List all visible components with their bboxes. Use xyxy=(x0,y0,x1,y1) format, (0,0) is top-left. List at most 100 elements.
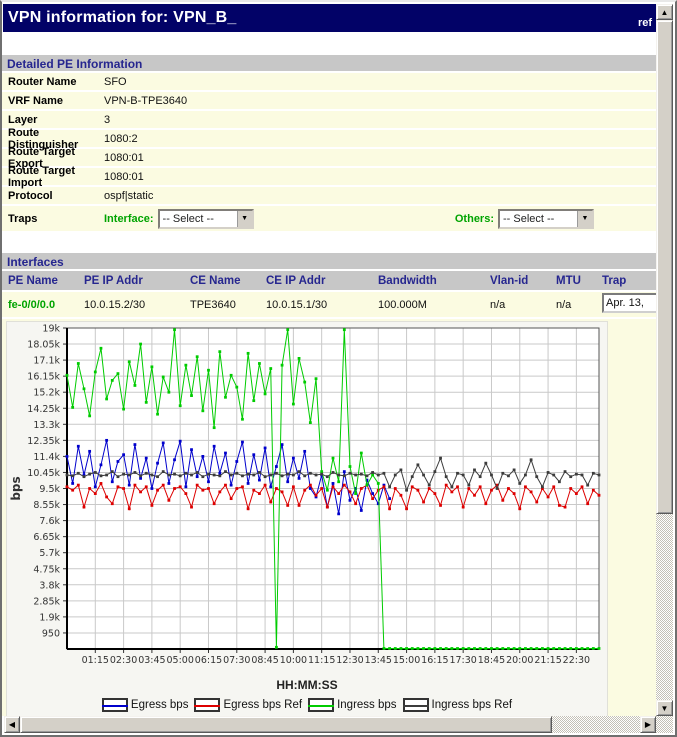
interfaces-section-header: Interfaces xyxy=(2,253,656,271)
svg-text:21:15: 21:15 xyxy=(534,655,561,666)
legend-swatch-icon xyxy=(101,698,128,712)
pe-info-row: Route Target Export 1080:01 xyxy=(2,146,656,170)
chart-plot: 950 1.9k 2.85k 3.8k 4.75k 5.7k 6.65k 7.6k 8.55k 9… xyxy=(9,324,601,666)
svg-text:1.9k: 1.9k xyxy=(39,612,60,623)
interfaces-column-header: MTU xyxy=(556,274,581,287)
svg-text:08:45: 08:45 xyxy=(251,655,278,666)
pe-info-value: SFO xyxy=(104,75,127,88)
scroll-right-button[interactable]: ▶ xyxy=(640,716,656,733)
svg-text:18:45: 18:45 xyxy=(478,655,505,666)
traps-others-select[interactable]: -- Select -- ▼ xyxy=(498,208,594,229)
scroll-down-button[interactable]: ▼ xyxy=(656,700,673,716)
interfaces-column-header: Bandwidth xyxy=(378,274,437,287)
interfaces-column-header: CE Name xyxy=(190,274,241,287)
detailed-pe-table: Router Name SFO VRF Name VPN-B-TPE3640 Layer… xyxy=(2,73,656,206)
interface-cell-vlan: n/a xyxy=(490,298,506,311)
interface-cell-pe-name: fe-0/0/0.0 xyxy=(8,298,56,311)
detailed-pe-section-header: Detailed PE Information xyxy=(2,55,656,73)
svg-text:16:15: 16:15 xyxy=(421,655,448,666)
pe-info-label: Protocol xyxy=(8,189,53,202)
pe-info-label: Layer xyxy=(8,113,38,126)
legend-label: Egress bps xyxy=(130,699,189,711)
page-content: VPN information for: VPN_B_ ref Detailed… xyxy=(2,2,656,716)
legend-line-icon xyxy=(402,705,429,707)
traps-interface-label: Interface: xyxy=(104,212,154,225)
legend-item: Egress bps xyxy=(101,698,189,712)
svg-text:11:15: 11:15 xyxy=(308,655,335,666)
svg-text:05:00: 05:00 xyxy=(166,655,193,666)
traps-row: Traps Interface: -- Select -- ▼ Others: … xyxy=(2,206,656,233)
arrow-right-icon: ▶ xyxy=(644,720,652,729)
pe-info-value: ospf|static xyxy=(104,189,154,202)
legend-swatch-icon xyxy=(402,698,429,712)
scrollbar-corner xyxy=(656,716,673,733)
legend-swatch-icon xyxy=(194,698,221,712)
page-title-bar: VPN information for: VPN_B_ ref xyxy=(3,4,656,32)
horizontal-scrollbar-thumb[interactable] xyxy=(20,716,552,733)
dropdown-arrow-icon: ▼ xyxy=(577,210,592,227)
traps-label: Traps xyxy=(8,212,38,225)
svg-text:14.25k: 14.25k xyxy=(27,404,60,415)
svg-text:01:15: 01:15 xyxy=(82,655,109,666)
trap-select[interactable]: Apr. 13, xyxy=(602,293,656,313)
interfaces-column-header: PE Name xyxy=(8,274,58,287)
arrow-left-icon: ◀ xyxy=(8,720,16,729)
svg-text:06:15: 06:15 xyxy=(195,655,222,666)
chart-legend: Egress bps Egress bps Ref Ingress bps Ingre… xyxy=(7,694,607,716)
svg-text:7.6k: 7.6k xyxy=(39,516,60,527)
legend-item: Egress bps Ref xyxy=(194,698,302,712)
pe-info-value: 3 xyxy=(104,113,111,126)
pe-info-value: 1080:01 xyxy=(104,151,144,164)
legend-line-icon xyxy=(194,705,221,707)
interface-cell-bandwidth: 100.000M xyxy=(378,298,427,311)
svg-text:9.5k: 9.5k xyxy=(39,484,60,495)
svg-text:5.7k: 5.7k xyxy=(39,548,60,559)
pe-info-row: Layer 3 xyxy=(2,111,656,130)
ref-link[interactable]: ref xyxy=(637,17,652,29)
scroll-left-button[interactable]: ◀ xyxy=(4,716,20,733)
arrow-up-icon: ▲ xyxy=(660,7,669,17)
traffic-chart-section: 950 1.9k 2.85k 3.8k 4.75k 5.7k 6.65k 7.6k 8.55k 9… xyxy=(2,319,656,716)
svg-text:11.4k: 11.4k xyxy=(33,452,60,463)
vertical-scrollbar[interactable]: ▲ ▼ xyxy=(656,4,673,716)
horizontal-scrollbar[interactable]: ◀ ▶ xyxy=(4,716,656,733)
svg-text:03:45: 03:45 xyxy=(138,655,165,666)
interface-cell-pe-ip: 10.0.15.2/30 xyxy=(84,298,146,311)
interface-cell-mtu: n/a xyxy=(556,298,572,311)
dropdown-arrow-icon: ▼ xyxy=(236,210,252,227)
interfaces-column-headers: PE Name PE IP Addr CE Name CE IP Addr Bandwi… xyxy=(2,271,656,292)
scroll-up-button[interactable]: ▲ xyxy=(656,4,673,20)
pe-info-label: Router Name xyxy=(8,75,77,88)
legend-label: Ingress bps xyxy=(337,699,397,711)
traffic-chart: 950 1.9k 2.85k 3.8k 4.75k 5.7k 6.65k 7.6k 8.55k 9… xyxy=(6,321,608,716)
pe-info-row: VRF Name VPN-B-TPE3640 xyxy=(2,92,656,111)
svg-text:950: 950 xyxy=(42,628,60,639)
legend-line-icon xyxy=(308,705,335,707)
svg-text:4.75k: 4.75k xyxy=(33,564,60,575)
svg-text:19k: 19k xyxy=(42,324,60,335)
spacer xyxy=(2,233,656,253)
interface-cell-ce-name: TPE3640 xyxy=(190,298,236,311)
svg-text:10.45k: 10.45k xyxy=(27,468,60,479)
svg-text:02:30: 02:30 xyxy=(110,655,137,666)
interfaces-column-header: PE IP Addr xyxy=(84,274,143,287)
pe-info-value: 1080:2 xyxy=(104,132,138,145)
pe-info-row: Protocol ospf|static xyxy=(2,187,656,206)
svg-text:15:00: 15:00 xyxy=(393,655,420,666)
svg-text:12.35k: 12.35k xyxy=(27,436,60,447)
svg-text:8.55k: 8.55k xyxy=(33,500,60,511)
traps-interface-select[interactable]: -- Select -- ▼ xyxy=(157,208,254,229)
pe-info-row: Route Target Import 1080:01 xyxy=(2,164,656,189)
vertical-scrollbar-thumb[interactable] xyxy=(656,20,673,514)
pe-info-value: 1080:01 xyxy=(104,170,144,183)
page-title: VPN information for: VPN_B_ xyxy=(8,9,237,26)
svg-text:2.85k: 2.85k xyxy=(33,596,60,607)
interface-row: fe-0/0/0.0 10.0.15.2/30 TPE3640 10.0.15.1/3… xyxy=(2,292,656,319)
interfaces-column-header: CE IP Addr xyxy=(266,274,326,287)
traps-interface-select-value: -- Select -- xyxy=(162,212,214,225)
interface-cell-trap: Apr. 13, xyxy=(602,293,656,316)
pe-info-label: Route Target Import xyxy=(8,164,76,189)
legend-item: Ingress bps Ref xyxy=(402,698,512,712)
legend-item: Ingress bps xyxy=(308,698,397,712)
